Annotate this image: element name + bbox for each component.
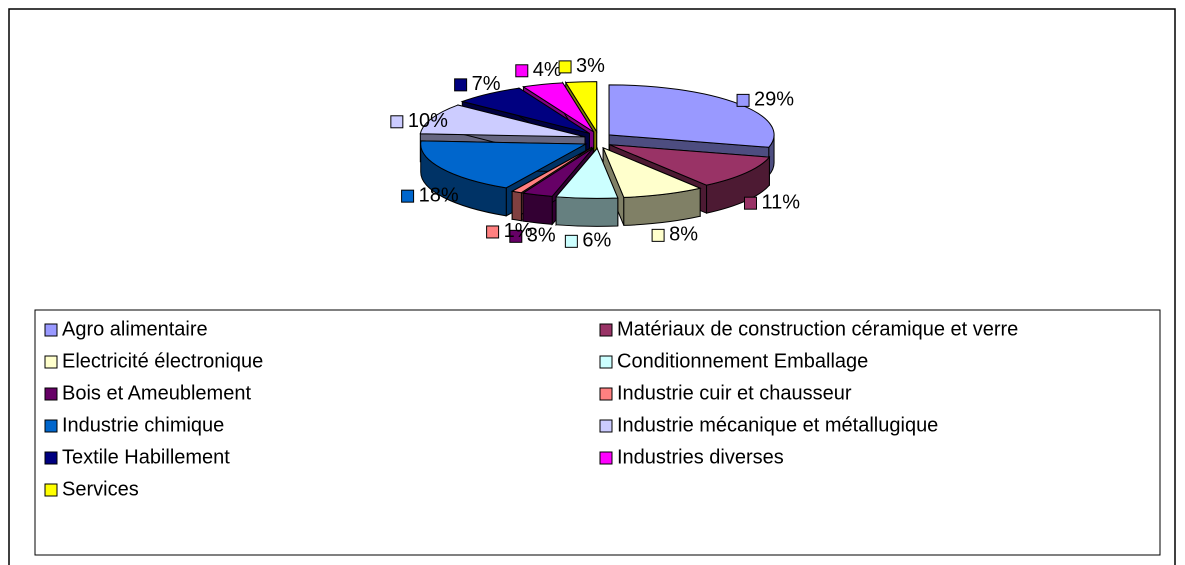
legend-swatch — [44, 451, 58, 465]
data-label-swatch — [515, 64, 529, 78]
data-label: 29% — [754, 89, 794, 111]
data-label: 3% — [527, 225, 556, 247]
data-label: 8% — [669, 224, 698, 246]
legend-label: Industrie mécanique et métallugique — [617, 414, 938, 436]
legend-label: Bois et Ameublement — [62, 382, 251, 404]
data-label: 1% — [504, 220, 533, 242]
data-label: 11% — [761, 191, 800, 213]
data-label-swatch — [743, 196, 757, 210]
legend-label: Conditionnement Emballage — [617, 350, 868, 372]
data-label-swatch — [736, 93, 750, 107]
data-label-swatch — [558, 60, 572, 74]
slice — [419, 104, 586, 138]
legend-label: Electricité électronique — [62, 350, 263, 372]
legend-swatch — [599, 451, 613, 465]
data-label-swatch — [509, 229, 523, 243]
data-label: 18% — [419, 184, 459, 206]
data-label: 3% — [576, 55, 605, 77]
slice — [522, 82, 595, 133]
slice — [555, 147, 619, 199]
slice — [460, 87, 590, 134]
legend-swatch — [599, 323, 613, 337]
data-label-swatch — [454, 78, 468, 92]
legend-swatch — [44, 483, 58, 497]
data-label-swatch — [651, 228, 665, 242]
legend-label: Matériaux de construction céramique et v… — [617, 318, 1018, 340]
legend-swatch — [599, 387, 613, 401]
slice — [609, 144, 771, 186]
slice — [564, 81, 598, 134]
legend-swatch — [44, 419, 58, 433]
legend-swatch — [599, 419, 613, 433]
data-label-swatch — [486, 225, 500, 239]
legend-swatch — [44, 355, 58, 369]
data-label: 4% — [533, 59, 562, 81]
legend-label: Agro alimentaire — [62, 318, 208, 340]
legend-swatch — [44, 387, 58, 401]
data-label-swatch — [401, 189, 415, 203]
legend-label: Industries diverses — [617, 446, 784, 468]
legend-box — [34, 309, 1161, 556]
data-label-swatch — [390, 115, 404, 129]
data-label: 10% — [408, 110, 448, 132]
slice-side — [511, 190, 522, 222]
legend-swatch — [599, 355, 613, 369]
data-label-swatch — [564, 234, 578, 248]
slice-side — [555, 196, 619, 227]
legend-label: Services — [62, 478, 139, 500]
data-label: 7% — [472, 73, 501, 95]
slice — [510, 147, 592, 194]
slice — [602, 146, 702, 198]
slice — [420, 140, 588, 189]
legend-label: Industrie chimique — [62, 414, 224, 436]
legend-swatch — [44, 323, 58, 337]
slice — [521, 147, 594, 197]
data-label: 6% — [582, 230, 611, 252]
legend-label: Textile Habillement — [62, 446, 230, 468]
legend-label: Industrie cuir et chausseur — [617, 382, 852, 404]
